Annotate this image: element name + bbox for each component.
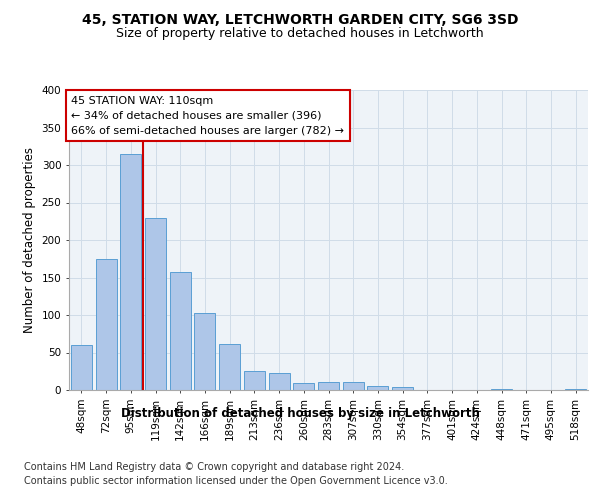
Text: 45, STATION WAY, LETCHWORTH GARDEN CITY, SG6 3SD: 45, STATION WAY, LETCHWORTH GARDEN CITY,…	[82, 12, 518, 26]
Bar	[219, 344, 240, 390]
Bar	[145, 218, 166, 390]
Bar	[194, 313, 215, 390]
Y-axis label: Number of detached properties: Number of detached properties	[23, 147, 36, 333]
Bar	[318, 382, 339, 390]
Text: Contains public sector information licensed under the Open Government Licence v3: Contains public sector information licen…	[24, 476, 448, 486]
Bar	[170, 272, 191, 390]
Bar	[367, 386, 388, 390]
Bar	[95, 259, 116, 390]
Bar	[343, 382, 364, 390]
Bar	[71, 345, 92, 390]
Bar	[392, 387, 413, 390]
Text: Size of property relative to detached houses in Letchworth: Size of property relative to detached ho…	[116, 28, 484, 40]
Text: Contains HM Land Registry data © Crown copyright and database right 2024.: Contains HM Land Registry data © Crown c…	[24, 462, 404, 472]
Bar	[565, 389, 586, 390]
Text: Distribution of detached houses by size in Letchworth: Distribution of detached houses by size …	[121, 408, 479, 420]
Bar	[491, 389, 512, 390]
Bar	[244, 370, 265, 390]
Bar	[269, 373, 290, 390]
Bar	[293, 382, 314, 390]
Text: 45 STATION WAY: 110sqm
← 34% of detached houses are smaller (396)
66% of semi-de: 45 STATION WAY: 110sqm ← 34% of detached…	[71, 96, 344, 136]
Bar	[120, 154, 141, 390]
